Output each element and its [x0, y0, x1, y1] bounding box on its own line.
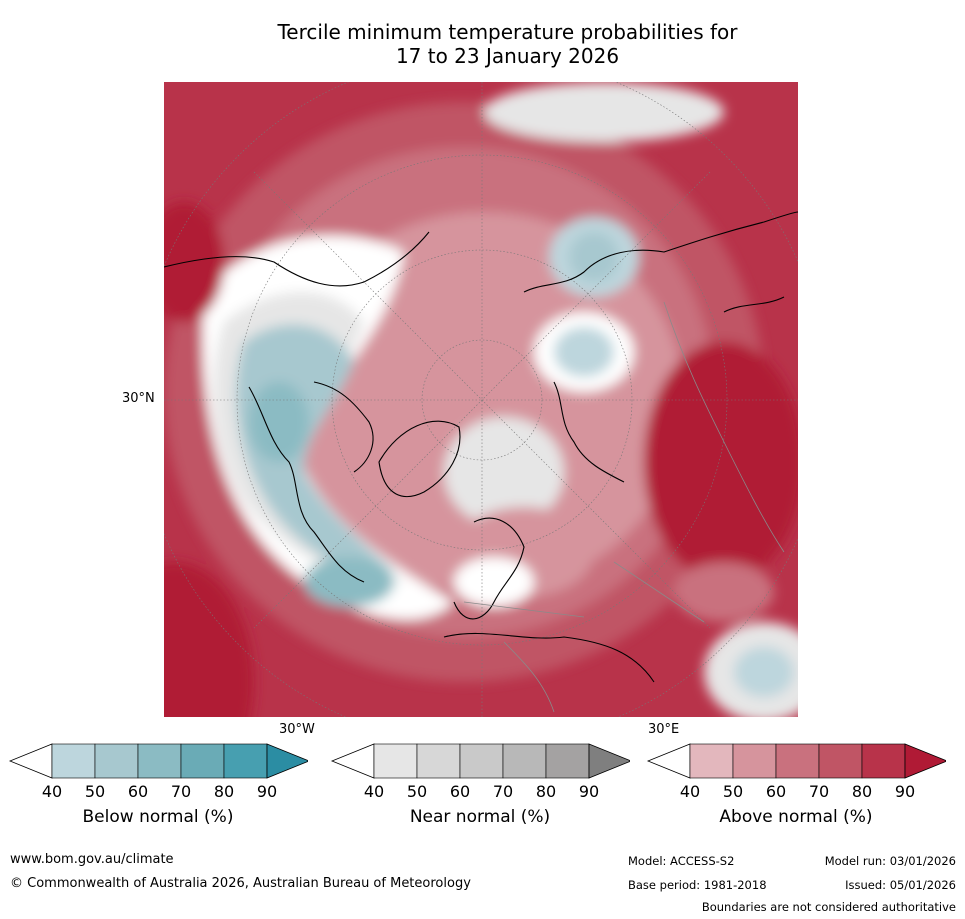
colorbar-segment	[502, 743, 547, 779]
colorbar-extend-high	[904, 743, 946, 779]
colorbar-tick-label: 80	[535, 782, 557, 801]
graticule	[164, 82, 798, 717]
longitude-label-east: 30°E	[648, 722, 680, 737]
map-title: Tercile minimum temperature probabilitie…	[200, 20, 815, 68]
colorbar-near-normal	[330, 743, 630, 779]
legend-title-near-normal: Near normal (%)	[409, 807, 551, 827]
colorbar-extend-low	[646, 743, 691, 779]
country-boundaries	[463, 301, 785, 713]
colorbar-above-normal	[646, 743, 946, 779]
legend-near-normal: 40 50 60 70 80 90 Near normal (%)	[330, 742, 630, 842]
boundaries-note: Boundaries are not considered authoritat…	[701, 900, 956, 914]
legend-below-normal: 40 50 60 70 80 90 Below normal (%)	[8, 742, 308, 842]
colorbar-segment	[373, 743, 418, 779]
colorbar-segment	[223, 743, 268, 779]
colorbar-tick-label: 40	[41, 782, 63, 801]
colorbar-segment	[775, 743, 820, 779]
colorbar-tick-label: 80	[213, 782, 235, 801]
colorbar-tick-label: 40	[679, 782, 701, 801]
colorbar-tick-label: 60	[765, 782, 787, 801]
colorbar-below-normal	[8, 743, 308, 779]
colorbar-segment	[818, 743, 863, 779]
colorbar-tick-label: 70	[492, 782, 514, 801]
latitude-label: 30°N	[122, 391, 155, 406]
colorbar-extend-high	[588, 743, 630, 779]
colorbar-extend-high	[266, 743, 308, 779]
colorbar-segment	[689, 743, 734, 779]
colorbar-segment	[459, 743, 504, 779]
probability-map	[164, 82, 798, 717]
copyright-text: © Commonwealth of Australia 2026, Austra…	[10, 876, 471, 891]
website-link[interactable]: www.bom.gov.au/climate	[10, 852, 174, 867]
colorbar-segment	[416, 743, 461, 779]
title-line-1: Tercile minimum temperature probabilitie…	[277, 20, 738, 44]
colorbar-tick-label: 80	[851, 782, 873, 801]
legend-title-above-normal: Above normal (%)	[719, 807, 873, 827]
colorbar-extend-low	[8, 743, 53, 779]
model-run-text: Model run: 03/01/2026	[824, 854, 956, 868]
colorbar-segment	[861, 743, 906, 779]
colorbar-segment	[732, 743, 777, 779]
colorbar-tick-label: 50	[84, 782, 106, 801]
colorbar-segment	[94, 743, 139, 779]
colorbar-ticks-below-normal: 40 50 60 70 80 90	[8, 782, 308, 802]
coastlines	[164, 211, 798, 683]
colorbar-tick-label: 90	[256, 782, 278, 801]
colorbar-tick-label: 50	[406, 782, 428, 801]
probability-field	[164, 82, 798, 717]
colorbar-segment	[180, 743, 225, 779]
colorbar-segment	[51, 743, 96, 779]
colorbar-extend-low	[330, 743, 375, 779]
colorbar-segment	[545, 743, 590, 779]
longitude-label-west: 30°W	[279, 722, 315, 737]
colorbar-tick-label: 90	[894, 782, 916, 801]
colorbar-tick-label: 70	[808, 782, 830, 801]
colorbar-tick-label: 60	[127, 782, 149, 801]
issued-text: Issued: 05/01/2026	[845, 878, 956, 892]
colorbar-ticks-above-normal: 40 50 60 70 80 90	[646, 782, 946, 802]
colorbar-tick-label: 60	[449, 782, 471, 801]
base-period-text: Base period: 1981-2018	[628, 878, 767, 892]
colorbar-ticks-near-normal: 40 50 60 70 80 90	[330, 782, 630, 802]
legend-title-below-normal: Below normal (%)	[82, 807, 234, 827]
colorbar-tick-label: 70	[170, 782, 192, 801]
map-canvas	[164, 82, 798, 717]
title-line-2: 17 to 23 January 2026	[395, 44, 620, 68]
colorbar-tick-label: 40	[363, 782, 385, 801]
colorbar-tick-label: 50	[722, 782, 744, 801]
colorbar-segment	[137, 743, 182, 779]
colorbar-tick-label: 90	[578, 782, 600, 801]
model-text: Model: ACCESS-S2	[628, 854, 735, 868]
legend-above-normal: 40 50 60 70 80 90 Above normal (%)	[646, 742, 946, 842]
